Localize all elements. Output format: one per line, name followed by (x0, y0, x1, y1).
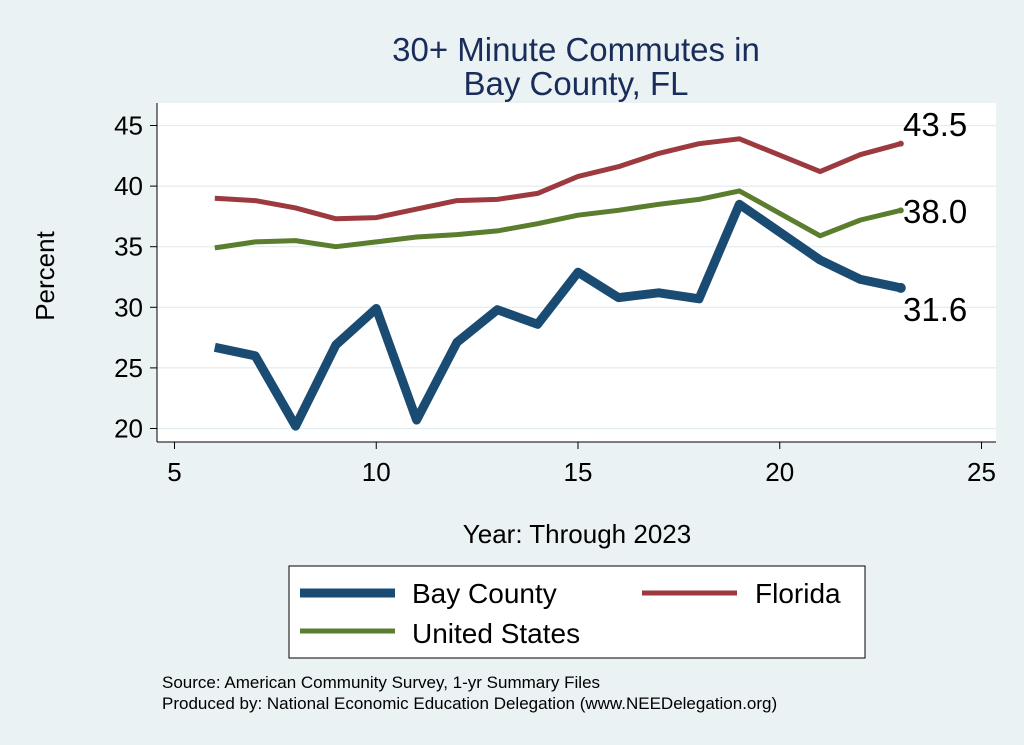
y-tick-label: 45 (114, 111, 143, 141)
legend-label-florida: Florida (755, 578, 841, 609)
series-endpoint-florida (897, 140, 904, 147)
end-label-united-states: 38.0 (903, 193, 967, 230)
series-endpoint-bay-county (895, 282, 906, 293)
series-line-united-states (214, 188, 902, 251)
series-lines (213, 136, 906, 431)
chart-title-line-2: Bay County, FL (464, 65, 689, 102)
y-tick-label: 20 (114, 414, 143, 444)
x-tick-label: 15 (564, 457, 593, 487)
series-line-bay-county (213, 199, 902, 431)
series-endpoint-united-states (897, 207, 904, 214)
legend-box (288, 565, 866, 659)
legend-label-united-states: United States (412, 618, 580, 649)
end-label-florida: 43.5 (903, 106, 967, 143)
end-label-bay-county: 31.6 (903, 291, 967, 328)
x-tick-label: 10 (362, 457, 391, 487)
legend-label-bay-county: Bay County (412, 578, 557, 609)
x-tick-label: 20 (765, 457, 794, 487)
x-tick-label: 5 (167, 457, 181, 487)
source-note: Source: American Community Survey, 1-yr … (162, 673, 600, 692)
y-tick-label: 25 (114, 353, 143, 383)
y-tick-label: 35 (114, 232, 143, 262)
producer-note: Produced by: National Economic Education… (162, 694, 777, 713)
y-tick-label: 30 (114, 292, 143, 322)
x-axis-title: Year: Through 2023 (463, 519, 691, 549)
y-axis-title: Percent (30, 230, 60, 320)
series-line-florida (214, 136, 902, 222)
y-tick-label: 40 (114, 171, 143, 201)
end-labels: 31.6 43.5 38.0 (903, 106, 967, 328)
chart-title-line-1: 30+ Minute Commutes in (392, 31, 760, 68)
x-tick-label: 25 (967, 457, 996, 487)
axes: 20 25 30 35 40 45 5 10 15 20 25 (114, 103, 996, 487)
